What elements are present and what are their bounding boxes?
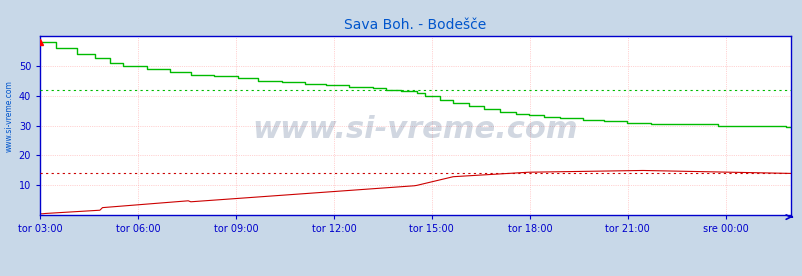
Title: Sava Boh. - Bodešče: Sava Boh. - Bodešče bbox=[344, 18, 486, 32]
Text: www.si-vreme.com: www.si-vreme.com bbox=[5, 80, 14, 152]
Text: www.si-vreme.com: www.si-vreme.com bbox=[253, 115, 577, 144]
